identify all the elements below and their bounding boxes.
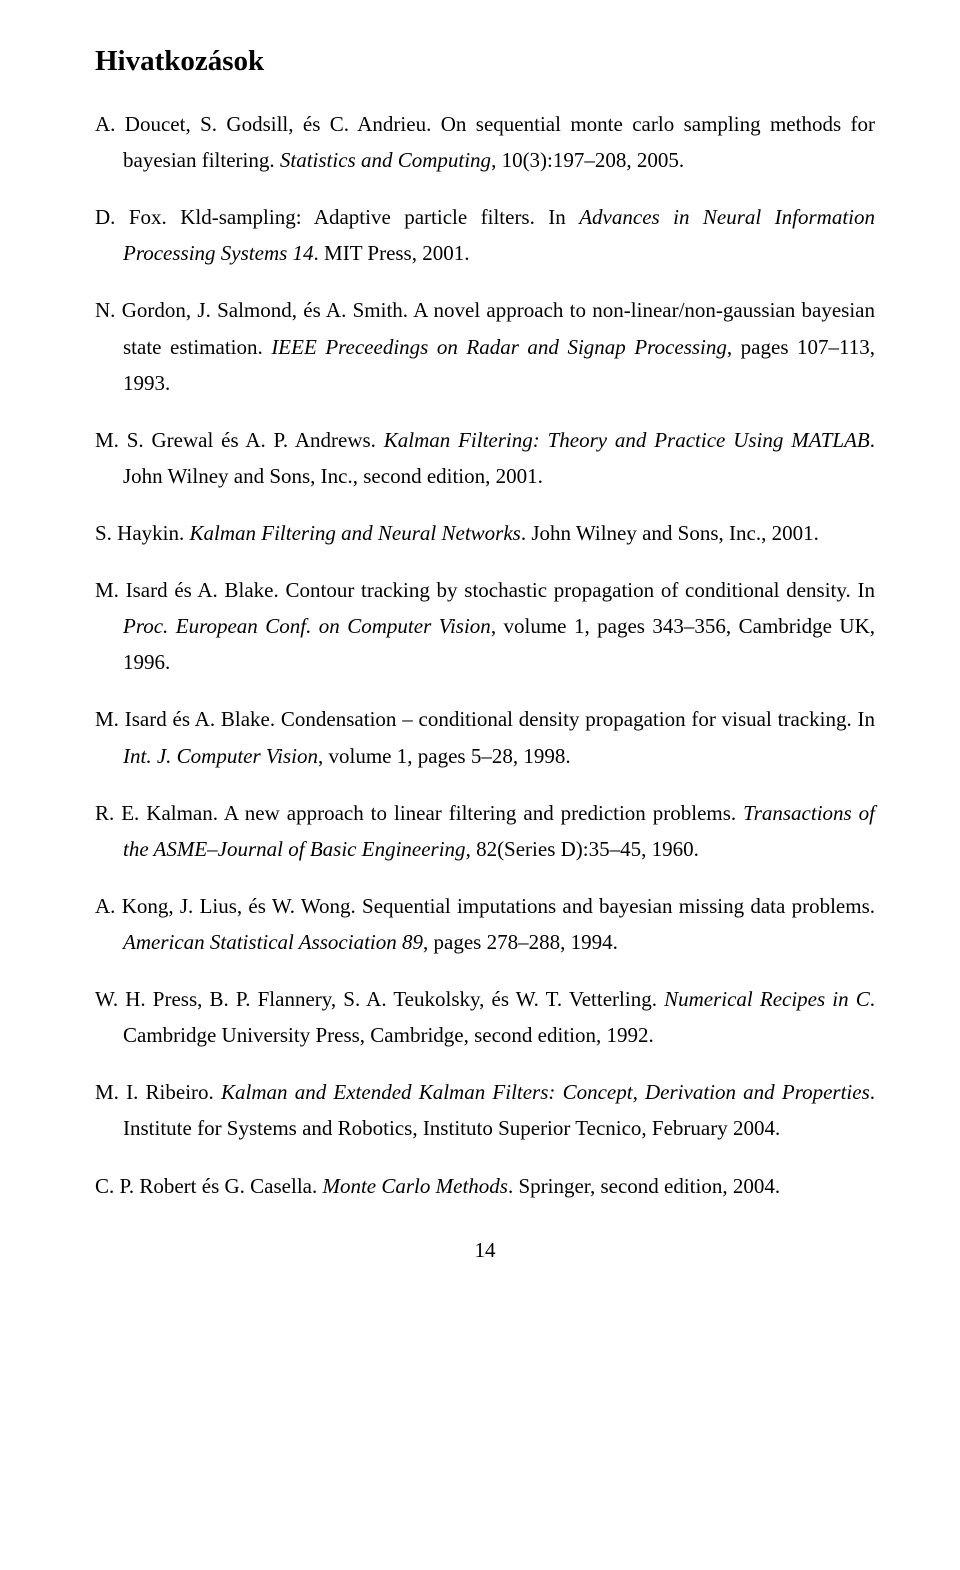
ref-trailing: , volume 1, pages 5–28, 1998. bbox=[318, 744, 571, 768]
ref-title: Contour tracking by stochastic propagati… bbox=[285, 578, 875, 602]
ref-authors: M. I. Ribeiro. bbox=[95, 1080, 214, 1104]
ref-authors: M. S. Grewal és A. P. Andrews. bbox=[95, 428, 376, 452]
ref-title: Sequential imputations and bayesian miss… bbox=[362, 894, 875, 918]
ref-source: Kalman Filtering and Neural Networks bbox=[190, 521, 521, 545]
reference-entry: M. Isard és A. Blake. Condensation – con… bbox=[95, 701, 875, 773]
reference-entry: A. Kong, J. Lius, és W. Wong. Sequential… bbox=[95, 888, 875, 960]
ref-authors: C. P. Robert és G. Casella. bbox=[95, 1174, 317, 1198]
ref-source: American Statistical Association 89 bbox=[123, 930, 423, 954]
reference-entry: M. Isard és A. Blake. Contour tracking b… bbox=[95, 572, 875, 680]
ref-authors: D. Fox. bbox=[95, 205, 167, 229]
reference-entry: D. Fox. Kld-sampling: Adaptive particle … bbox=[95, 199, 875, 271]
ref-source: Proc. European Conf. on Computer Vision bbox=[123, 614, 491, 638]
section-title: Hivatkozások bbox=[95, 45, 875, 78]
ref-source: Kalman and Extended Kalman Filters: Conc… bbox=[221, 1080, 870, 1104]
ref-trailing: . MIT Press, 2001. bbox=[314, 241, 470, 265]
ref-trailing: . John Wilney and Sons, Inc., 2001. bbox=[521, 521, 819, 545]
ref-title: Condensation – conditional density propa… bbox=[281, 707, 875, 731]
page-number: 14 bbox=[95, 1238, 875, 1263]
ref-trailing: , 10(3):197–208, 2005. bbox=[491, 148, 684, 172]
ref-authors: A. Kong, J. Lius, és W. Wong. bbox=[95, 894, 356, 918]
ref-authors: N. Gordon, J. Salmond, és A. Smith. bbox=[95, 298, 408, 322]
reference-entry: M. S. Grewal és A. P. Andrews. Kalman Fi… bbox=[95, 422, 875, 494]
reference-entry: S. Haykin. Kalman Filtering and Neural N… bbox=[95, 515, 875, 551]
ref-authors: M. Isard és A. Blake. bbox=[95, 578, 279, 602]
ref-source: Kalman Filtering: Theory and Practice Us… bbox=[384, 428, 870, 452]
ref-trailing: , pages 278–288, 1994. bbox=[423, 930, 618, 954]
reference-entry: W. H. Press, B. P. Flannery, S. A. Teuko… bbox=[95, 981, 875, 1053]
reference-entry: M. I. Ribeiro. Kalman and Extended Kalma… bbox=[95, 1074, 875, 1146]
reference-entry: C. P. Robert és G. Casella. Monte Carlo … bbox=[95, 1168, 875, 1204]
ref-trailing: , 82(Series D):35–45, 1960. bbox=[466, 837, 699, 861]
ref-authors: W. H. Press, B. P. Flannery, S. A. Teuko… bbox=[95, 987, 657, 1011]
ref-title: Kld-sampling: Adaptive particle filters.… bbox=[180, 205, 579, 229]
ref-source: Statistics and Computing bbox=[280, 148, 491, 172]
ref-source: IEEE Preceedings on Radar and Signap Pro… bbox=[271, 335, 727, 359]
ref-authors: R. E. Kalman. bbox=[95, 801, 218, 825]
reference-entry: N. Gordon, J. Salmond, és A. Smith. A no… bbox=[95, 292, 875, 400]
ref-source: Int. J. Computer Vision bbox=[123, 744, 318, 768]
ref-authors: S. Haykin. bbox=[95, 521, 184, 545]
reference-entry: A. Doucet, S. Godsill, és C. Andrieu. On… bbox=[95, 106, 875, 178]
ref-authors: A. Doucet, S. Godsill, és C. Andrieu. bbox=[95, 112, 431, 136]
references-list: A. Doucet, S. Godsill, és C. Andrieu. On… bbox=[95, 106, 875, 1204]
ref-authors: M. Isard és A. Blake. bbox=[95, 707, 275, 731]
page-container: Hivatkozások A. Doucet, S. Godsill, és C… bbox=[0, 0, 960, 1303]
ref-source: Monte Carlo Methods bbox=[322, 1174, 507, 1198]
ref-trailing: . Springer, second edition, 2004. bbox=[508, 1174, 780, 1198]
ref-source: Numerical Recipes in C bbox=[664, 987, 870, 1011]
reference-entry: R. E. Kalman. A new approach to linear f… bbox=[95, 795, 875, 867]
ref-title: A new approach to linear filtering and p… bbox=[224, 801, 736, 825]
